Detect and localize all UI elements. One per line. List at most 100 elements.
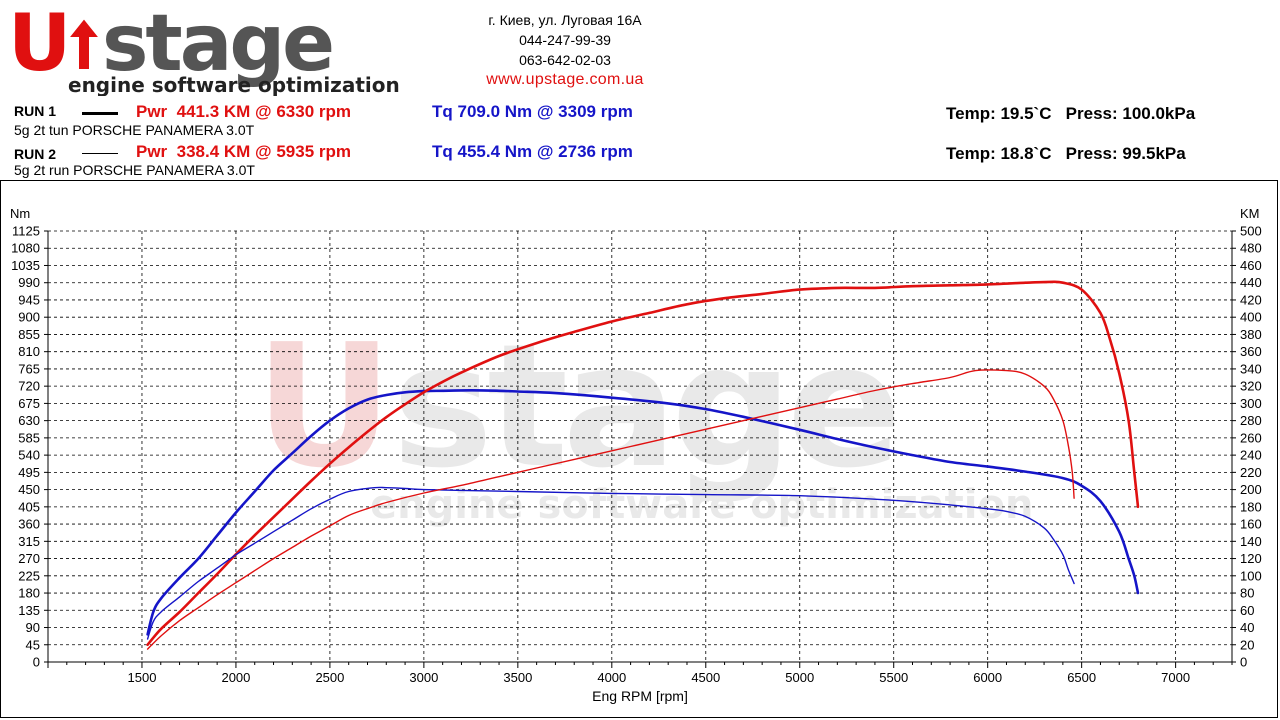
svg-text:stage: stage: [392, 308, 896, 506]
y-left-tick-label: 450: [18, 482, 40, 497]
y-right-tick-label: 500: [1240, 224, 1262, 239]
y-left-tick-label: 855: [18, 327, 40, 342]
y-left-tick-label: 225: [18, 568, 40, 583]
y-left-tick-label: 1125: [12, 224, 40, 239]
y-right-tick-label: 460: [1240, 258, 1262, 273]
run-1-line-sample: [82, 112, 118, 115]
y-right-tick-label: 360: [1240, 344, 1262, 359]
y-right-tick-label: 200: [1240, 482, 1262, 497]
run-2-torque: Tq 455.4 Nm @ 2736 rpm: [432, 142, 633, 161]
y-left-tick-label: 315: [18, 534, 40, 549]
y-left-tick-label: 90: [26, 620, 40, 635]
run-2-power-line: [146, 369, 1075, 650]
phone-2: 063-642-02-03: [519, 52, 611, 68]
y-left-tick-label: 675: [18, 396, 40, 411]
y-left-tick-label: 1080: [11, 241, 40, 256]
y-left-tick-label: 945: [18, 292, 40, 307]
x-tick-label: 4500: [691, 670, 720, 685]
y-right-tick-label: 240: [1240, 448, 1262, 463]
run-1-power: Pwr 441.3 KM @ 6330 rpm: [136, 102, 352, 121]
y-right-tick-label: 440: [1240, 275, 1262, 290]
phone-1: 044-247-99-39: [519, 32, 611, 48]
upstage-logo: U stage engine software optimization: [8, 4, 400, 96]
run-1-power-line: [146, 280, 1140, 647]
run-2-torque-line: [146, 486, 1075, 640]
address: г. Киев, ул. Луговая 16А: [488, 12, 642, 28]
y-left-tick-label: 495: [18, 465, 40, 480]
y-right-tick-label: 180: [1240, 499, 1262, 514]
x-tick-label: 2000: [221, 670, 250, 685]
y-right-tick-label: 80: [1240, 586, 1254, 601]
svg-text:U: U: [8, 4, 67, 89]
x-tick-label: 2500: [315, 670, 344, 685]
y-left-tick-label: 810: [18, 344, 40, 359]
run-1-temp: Temp: 19.5`C: [946, 104, 1052, 123]
y-right-tick-label: 260: [1240, 430, 1262, 445]
y-right-tick-label: 20: [1240, 637, 1254, 652]
y-left-tick-label: 765: [18, 361, 40, 376]
y-left-tick-label: 135: [18, 603, 40, 618]
y-left-tick-label: 900: [18, 310, 40, 325]
run-1-label: RUN 1: [14, 103, 57, 119]
watermark: U stage engine software optimization: [255, 308, 1033, 528]
svg-text:U: U: [255, 308, 385, 506]
logo-tagline: engine software optimization: [68, 73, 400, 96]
run-1-torque: Tq 709.0 Nm @ 3309 rpm: [432, 102, 633, 121]
run-1-press: Press: 100.0kPa: [1065, 104, 1196, 123]
y-right-tick-label: 0: [1240, 655, 1247, 670]
y-right-tick-label: 40: [1240, 620, 1254, 635]
y-right-tick-label: 60: [1240, 603, 1254, 618]
y-left-tick-label: 1035: [11, 258, 40, 273]
x-tick-label: 5500: [879, 670, 908, 685]
y-left-tick-label: 405: [18, 499, 40, 514]
y-right-tick-label: 120: [1240, 551, 1262, 566]
y-right-tick-label: 420: [1240, 292, 1262, 307]
x-tick-label: 6500: [1067, 670, 1096, 685]
x-tick-label: 5000: [785, 670, 814, 685]
y-right-tick-label: 380: [1240, 327, 1262, 342]
run-1-conditions: Temp: 19.5`C Press: 100.0kPa: [946, 104, 1195, 124]
run-2-description: 5g 2t run PORSCHE PANAMERA 3.0T: [14, 162, 255, 178]
run-1-description: 5g 2t tun PORSCHE PANAMERA 3.0T: [14, 122, 255, 138]
watermark-tagline: engine software optimization: [370, 482, 1033, 528]
y-left-tick-label: 720: [18, 379, 40, 394]
y-right-tick-label: 340: [1240, 361, 1262, 376]
dyno-chart: U stage engine software optimization 0 45…: [10, 206, 1262, 704]
y-left-tick-label: 270: [18, 551, 40, 566]
x-axis-label: Eng RPM [rpm]: [592, 688, 688, 704]
run-2-press: Press: 99.5kPa: [1065, 144, 1186, 163]
y-right-tick-label: 300: [1240, 396, 1262, 411]
y-left-tick-label: 180: [18, 586, 40, 601]
x-tick-label: 7000: [1161, 670, 1190, 685]
contact-block: г. Киев, ул. Луговая 16А 044-247-99-39 0…: [440, 10, 690, 90]
y-right-tick-label: 400: [1240, 310, 1262, 325]
website-link[interactable]: www.upstage.com.ua: [486, 71, 644, 88]
y-left-tick-label: 0: [33, 655, 40, 670]
y-left-tick-label: 585: [18, 430, 40, 445]
x-tick-label: 6000: [973, 670, 1002, 685]
y-right-tick-label: 160: [1240, 517, 1262, 532]
y-right-tick-label: 220: [1240, 465, 1262, 480]
y-left-tick-label: 45: [26, 637, 40, 652]
run-2-conditions: Temp: 18.8`C Press: 99.5kPa: [946, 144, 1186, 164]
run-2-power: Pwr 338.4 KM @ 5935 rpm: [136, 142, 352, 161]
y-axis-left-label: Nm: [10, 206, 30, 221]
y-right-tick-label: 320: [1240, 379, 1262, 394]
y-right-tick-label: 140: [1240, 534, 1262, 549]
y-left-tick-label: 360: [18, 517, 40, 532]
run-2-label: RUN 2: [14, 146, 57, 162]
svg-text:stage: stage: [102, 4, 332, 89]
x-tick-label: 3500: [503, 670, 532, 685]
y-left-tick-label: 630: [18, 413, 40, 428]
y-right-tick-label: 480: [1240, 241, 1262, 256]
x-tick-label: 1500: [128, 670, 157, 685]
run-2-temp: Temp: 18.8`C: [946, 144, 1052, 163]
y-left-tick-label: 990: [18, 275, 40, 290]
run-1-torque-line: [146, 389, 1140, 636]
y-right-tick-label: 280: [1240, 413, 1262, 428]
x-tick-label: 4000: [597, 670, 626, 685]
y-right-tick-label: 100: [1240, 568, 1262, 583]
y-axis-right-label: KM: [1240, 206, 1260, 221]
x-tick-label: 3000: [409, 670, 438, 685]
run-2-line-sample: [82, 153, 118, 154]
